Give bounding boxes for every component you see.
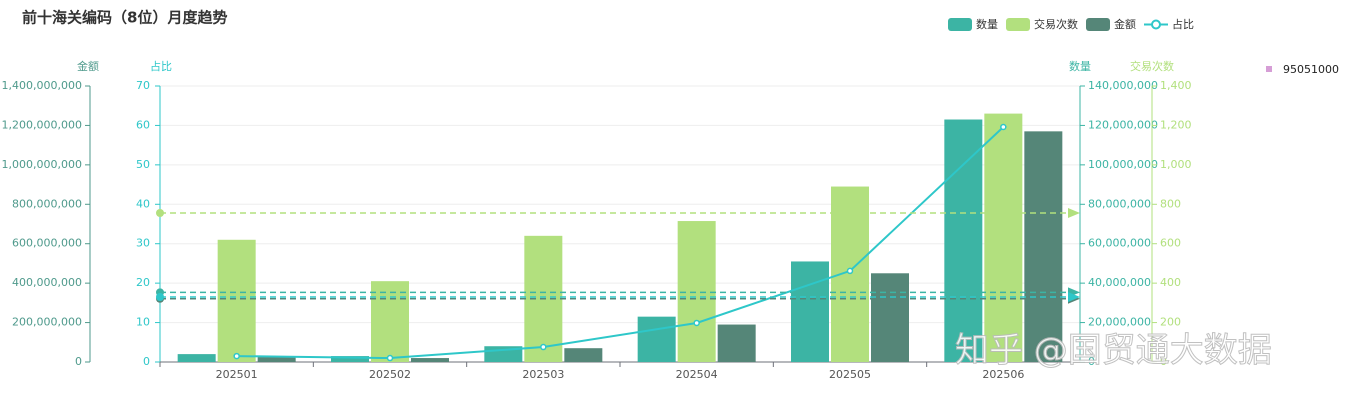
y-tick-label: 120,000,000 [1088,118,1158,131]
y-tick-label: 20 [136,276,150,289]
y-tick-label: 0 [143,355,150,368]
y-tick-label: 60 [136,118,150,131]
y-tick-label: 60,000,000 [1088,237,1151,250]
legend-swatch [1006,18,1030,31]
bar [411,358,449,362]
legend-swatch [948,18,972,31]
point [846,267,854,275]
bar [331,356,369,362]
legend-swatch [1086,18,1110,31]
point [540,343,547,351]
legend-swatch [1151,19,1161,30]
y-tick-label: 1,000 [1160,158,1192,171]
average-start [156,293,164,302]
y-tick-label: 200,000,000 [12,316,82,329]
point [386,354,394,362]
y-tick-label: 0 [1160,355,1167,368]
y-tick-label: 80,000,000 [1088,197,1151,210]
point [233,352,240,360]
point [1000,123,1007,131]
y-tick-label: 600,000,000 [12,237,82,250]
x-tick-label: 202501 [216,368,258,381]
y-tick-label: 70 [136,79,150,92]
bar [217,239,256,362]
bar [177,354,216,362]
y-tick-label: 1,200,000,000 [2,118,82,131]
bar [984,113,1023,362]
legend-label: 占比 [1172,17,1194,31]
bar [257,357,296,362]
y-tick-label: 0 [75,355,82,368]
filter-legend-swatch [1266,66,1272,72]
y-tick-label: 1,400 [1160,79,1192,92]
average-arrow [1068,207,1080,218]
y-tick-label: 400 [1160,276,1181,289]
x-tick-label: 202502 [369,368,411,381]
y-tick-label: 10 [136,316,150,329]
y-tick-label: 50 [136,158,150,171]
y-tick-label: 40,000,000 [1088,276,1151,289]
bar [371,281,409,362]
x-tick-label: 202506 [982,368,1024,381]
average-arrow [1068,292,1080,303]
y-tick-label: 100,000,000 [1088,158,1158,171]
y-tick-label: 20,000,000 [1088,316,1151,329]
y-axis-title: 交易次数 [1130,59,1174,73]
bar [1024,131,1063,362]
y-tick-label: 400,000,000 [12,276,82,289]
legend-label: 数量 [976,18,998,31]
x-tick-label: 202503 [522,368,564,381]
filter-legend-label: 95051000 [1283,63,1339,76]
y-axis-title: 占比 [150,59,172,73]
y-axis-title: 金额 [77,59,99,73]
bar [677,221,716,362]
y-tick-label: 1,400,000,000 [2,79,82,92]
y-tick-label: 30 [136,237,150,250]
legend-label: 金额 [1114,17,1136,31]
y-tick-label: 1,200 [1160,118,1192,131]
y-tick-label: 1,000,000,000 [2,158,82,171]
bar [871,273,909,362]
y-tick-label: 140,000,000 [1088,79,1158,92]
bar [564,348,603,362]
line [236,126,1005,360]
x-tick-label: 202504 [676,368,718,381]
y-tick-label: 800,000,000 [12,197,82,210]
average-start [156,208,164,217]
bar [637,316,676,362]
y-tick-label: 200 [1160,316,1181,329]
x-tick-label: 202505 [829,368,871,381]
y-tick-label: 40 [136,197,150,210]
y-tick-label: 0 [1088,355,1095,368]
y-tick-label: 800 [1160,197,1181,210]
watermark: 知乎 @国贸通大数据 [955,331,1272,371]
point [693,319,700,327]
y-tick-label: 600 [1160,237,1181,250]
chart-title: 前十海关编码（8位）月度趋势 [22,9,227,27]
legend-label: 交易次数 [1034,17,1078,31]
bar [717,324,756,362]
y-axis-title: 数量 [1069,60,1091,73]
bar [944,119,983,362]
bar [791,261,829,362]
